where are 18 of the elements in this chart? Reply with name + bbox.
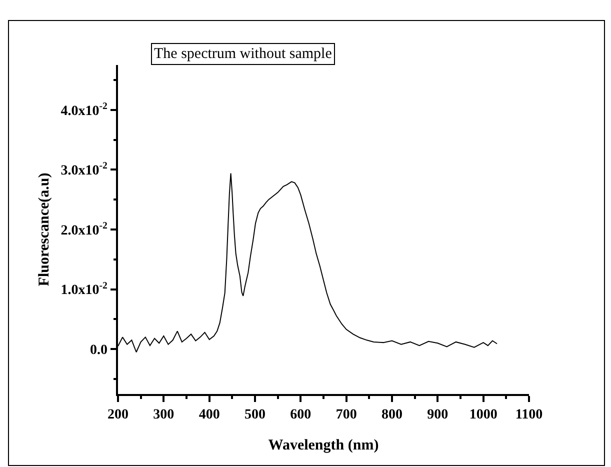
x-axis-title: Wavelength (nm) [268, 438, 379, 454]
x-tick-label: 300 [153, 408, 174, 423]
x-tick-label: 600 [290, 408, 312, 423]
x-tick-label: 1100 [515, 408, 543, 423]
y-tick-label: 0.0 [90, 343, 108, 358]
y-tick-label: 2.0x10$^{-2}$ [60, 220, 108, 238]
x-tick-label: 1000 [469, 408, 498, 423]
x-tick-label: 800 [382, 408, 402, 423]
x-tick-label: 500 [244, 408, 266, 423]
y-tick-label: 3.0x10$^{-2}$ [60, 160, 108, 179]
y-axis-title: Fluorescance(a.u) [36, 172, 53, 286]
x-tick-label: 700 [336, 408, 357, 423]
x-tick-label: 900 [427, 408, 448, 423]
text: The spectrum without sample [154, 46, 332, 62]
y-tick-label: 1.0x10$^{-2}$ [60, 280, 108, 298]
x-tick-label: 400 [198, 408, 220, 423]
y-tick-label: 4.0x10$^{-2}$ [60, 100, 108, 119]
x-tick-label: 200 [108, 408, 128, 423]
